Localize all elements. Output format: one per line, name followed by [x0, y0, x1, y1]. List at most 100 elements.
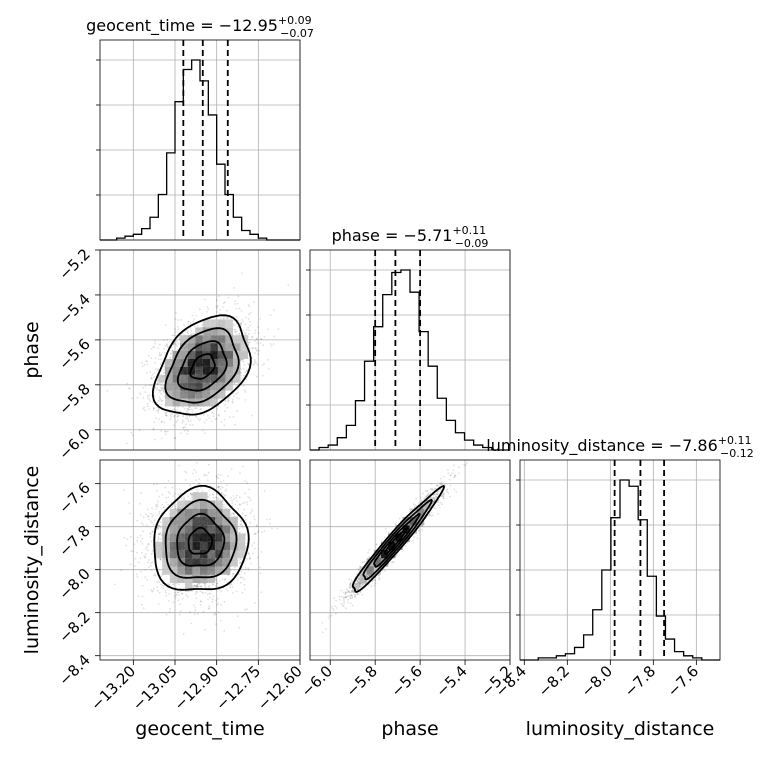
sample-point: [231, 512, 234, 515]
sample-point: [216, 305, 219, 307]
sample-point: [158, 418, 161, 420]
sample-point: [156, 483, 158, 485]
sample-point: [164, 433, 167, 435]
density-cell: [187, 335, 196, 344]
density-cell: [240, 351, 249, 359]
sample-point: [147, 542, 150, 545]
sample-point: [199, 418, 202, 420]
sample-point: [140, 491, 143, 494]
sample-point: [242, 374, 245, 377]
density-cell: [187, 374, 196, 383]
sample-point: [271, 527, 273, 530]
sample-point: [149, 532, 152, 535]
sample-point: [156, 505, 159, 508]
sample-point: [243, 572, 246, 575]
density-cell: [217, 366, 226, 375]
sample-point: [173, 595, 176, 597]
sample-point: [237, 325, 239, 328]
sample-point: [235, 397, 238, 399]
sample-point: [151, 590, 153, 593]
sample-point: [220, 604, 222, 606]
sample-point: [172, 342, 175, 345]
sample-point: [156, 589, 159, 592]
sample-point: [160, 400, 163, 403]
density-cell: [217, 319, 226, 328]
sample-point: [159, 363, 162, 365]
sample-point: [148, 518, 151, 520]
sample-point: [255, 337, 258, 340]
sample-point: [209, 592, 212, 595]
sample-point: [225, 504, 228, 507]
sample-point: [140, 540, 143, 543]
sample-point: [162, 506, 165, 508]
sample-point: [251, 335, 254, 338]
sample-point: [145, 553, 147, 556]
sample-point: [193, 318, 195, 320]
sample-point: [171, 505, 174, 508]
sample-point: [144, 556, 147, 558]
sample-point: [230, 468, 233, 470]
sample-point: [240, 377, 243, 380]
sample-point: [244, 588, 246, 591]
sample-point: [174, 409, 177, 412]
sample-point: [144, 568, 147, 571]
density-cell: [202, 319, 211, 328]
sample-point: [188, 415, 191, 417]
sample-point: [172, 583, 175, 586]
sample-point: [144, 391, 147, 393]
sample-point: [165, 501, 168, 504]
sample-point: [175, 331, 177, 333]
sample-point: [152, 401, 155, 404]
sample-point: [222, 480, 225, 482]
density-cell: [172, 366, 181, 375]
sample-point: [170, 501, 173, 504]
sample-point: [242, 384, 245, 387]
sample-point: [156, 388, 159, 391]
density-cell: [225, 319, 233, 328]
sample-point: [247, 341, 250, 344]
sample-point: [138, 429, 141, 432]
sample-point: [238, 307, 241, 310]
sample-point: [192, 584, 195, 587]
sample-point: [253, 361, 256, 363]
sample-point: [189, 327, 192, 329]
sample-point: [194, 593, 197, 595]
sample-point: [219, 488, 222, 490]
density-contour: [189, 353, 216, 380]
sample-point: [217, 486, 220, 489]
title-value: phase = −5.71: [332, 226, 453, 245]
sample-point: [152, 345, 155, 348]
density-cell: [210, 351, 218, 359]
sample-point: [240, 374, 243, 377]
sample-point: [238, 333, 241, 336]
sample-point: [148, 384, 151, 386]
sample-point: [196, 585, 199, 588]
sample-point: [156, 500, 159, 503]
sample-point: [192, 585, 194, 588]
density-cell: [180, 390, 188, 399]
histogram-title: geocent_time = −12.95+0.09 −0.07: [86, 14, 314, 40]
sample-point: [151, 507, 154, 509]
density-cell: [195, 382, 203, 391]
sample-point: [195, 597, 198, 600]
sample-point: [239, 503, 242, 506]
sample-point: [166, 345, 169, 348]
sample-point: [253, 359, 256, 361]
sample-point: [194, 585, 196, 588]
sample-point: [208, 584, 211, 587]
sample-point: [145, 513, 148, 516]
sample-point: [232, 401, 234, 404]
sample-point: [158, 533, 161, 536]
sample-point: [139, 557, 142, 559]
sample-point: [146, 405, 149, 408]
sample-point: [219, 619, 222, 622]
sample-point: [129, 387, 131, 390]
sample-point: [186, 320, 189, 323]
sample-point: [204, 591, 207, 594]
sample-point: [147, 355, 150, 357]
sample-point: [198, 478, 200, 481]
sample-point: [209, 596, 211, 599]
sample-point: [148, 394, 151, 397]
sample-point: [197, 585, 200, 588]
sample-point: [166, 430, 169, 433]
